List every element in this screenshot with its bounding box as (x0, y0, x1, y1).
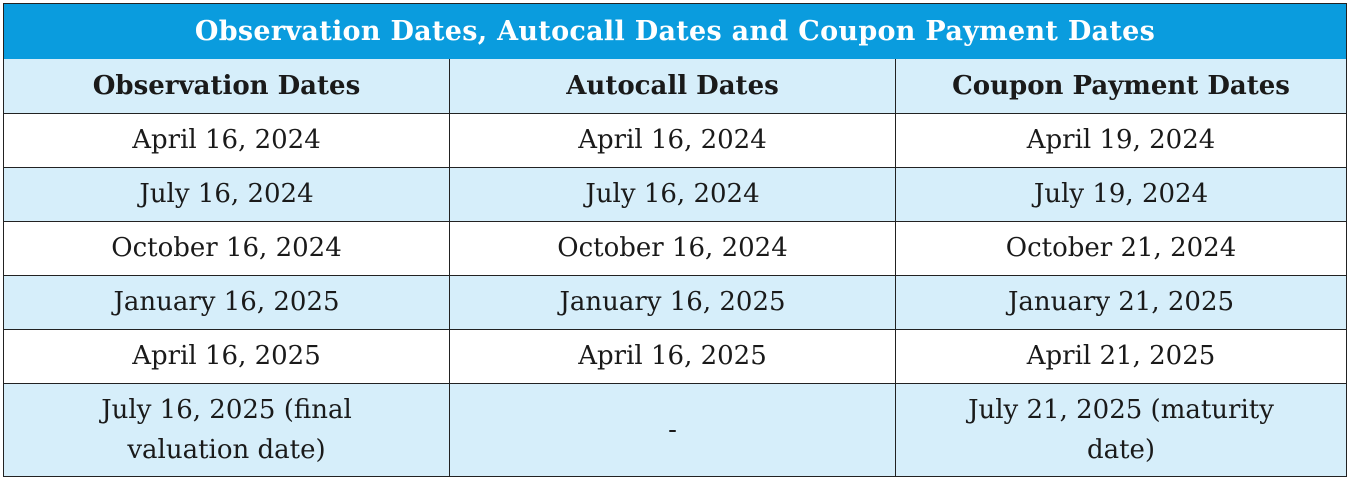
autocall-date-cell: April 16, 2025 (449, 329, 896, 384)
observation-date-cell: October 16, 2024 (3, 221, 450, 276)
schedule-table-container: Observation Dates, Autocall Dates and Co… (2, 3, 1348, 477)
header-coupon-payment-dates: Coupon Payment Dates (894, 59, 1348, 114)
header-autocall-dates: Autocall Dates (449, 59, 896, 114)
observation-date-cell: July 16, 2024 (3, 167, 450, 222)
table-row: October 16, 2024 October 16, 2024 Octobe… (3, 221, 1348, 276)
coupon-payment-date-cell: October 21, 2024 (894, 221, 1348, 276)
coupon-payment-date-cell: July 19, 2024 (894, 167, 1348, 222)
coupon-payment-date-cell: January 21, 2025 (894, 275, 1348, 330)
autocall-date-cell: October 16, 2024 (449, 221, 896, 276)
observation-date-cell: April 16, 2024 (3, 113, 450, 168)
autocall-date-cell: April 16, 2024 (449, 113, 896, 168)
autocall-date-cell: January 16, 2025 (449, 275, 896, 330)
observation-date-cell: April 16, 2025 (3, 329, 450, 384)
table-title: Observation Dates, Autocall Dates and Co… (2, 3, 1348, 59)
autocall-date-cell: July 16, 2024 (449, 167, 896, 222)
header-observation-dates: Observation Dates (3, 59, 450, 114)
coupon-payment-date-cell: April 19, 2024 (894, 113, 1348, 168)
table-row: April 16, 2024 April 16, 2024 April 19, … (3, 113, 1348, 168)
observation-date-cell: July 16, 2025 (final valuation date) (3, 383, 450, 477)
coupon-payment-date-cell: April 21, 2025 (894, 329, 1348, 384)
schedule-table: Observation Dates, Autocall Dates and Co… (2, 3, 1348, 477)
table-row: April 16, 2025 April 16, 2025 April 21, … (3, 329, 1348, 384)
autocall-date-cell: - (449, 383, 896, 477)
observation-date-cell: January 16, 2025 (3, 275, 450, 330)
table-title-row: Observation Dates, Autocall Dates and Co… (2, 3, 1348, 59)
table-header-row: Observation Dates Autocall Dates Coupon … (3, 59, 1348, 114)
table-row: July 16, 2025 (final valuation date) - J… (3, 383, 1348, 477)
table-row: July 16, 2024 July 16, 2024 July 19, 202… (3, 167, 1348, 222)
coupon-payment-date-cell: July 21, 2025 (maturity date) (894, 383, 1348, 477)
table-row: January 16, 2025 January 16, 2025 Januar… (3, 275, 1348, 330)
